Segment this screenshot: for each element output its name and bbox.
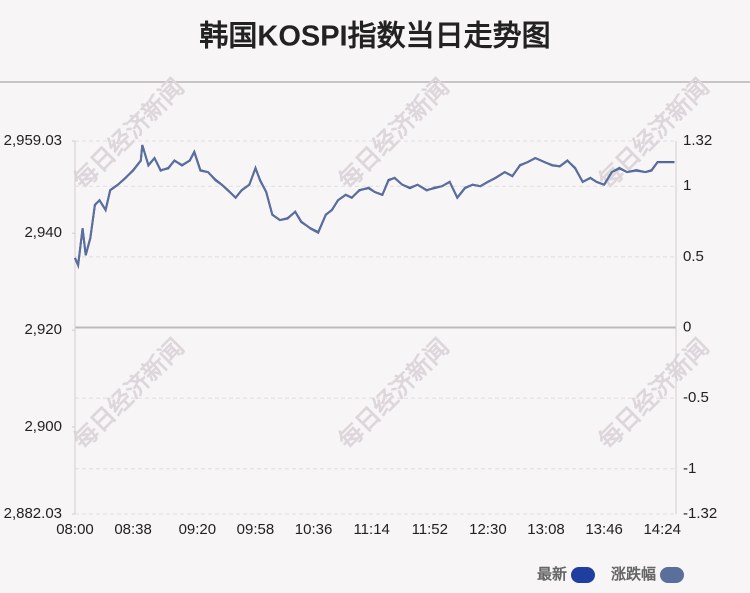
- legend-label: 涨跌幅: [611, 565, 656, 583]
- x-tick-label: 11:14: [353, 521, 389, 538]
- x-tick-label: 10:36: [295, 521, 333, 538]
- y-tick-label: 2,882.03: [4, 505, 62, 522]
- chart-title: 韩国KOSPI指数当日走势图: [199, 20, 550, 53]
- y-tick-label: 2,920: [24, 321, 62, 338]
- x-tick-label: 09:20: [179, 521, 217, 538]
- x-tick-label: 09:58: [237, 521, 275, 538]
- y2-tick-label: 0: [683, 318, 691, 335]
- legend-swatch: [660, 567, 684, 583]
- x-tick-label: 13:08: [527, 521, 565, 538]
- data-line: [74, 144, 675, 270]
- legend-label: 最新: [537, 565, 567, 583]
- x-tick-label: 08:00: [56, 521, 94, 538]
- y-tick-label: 2,959.03: [4, 132, 62, 149]
- legend-swatch: [570, 567, 595, 583]
- x-tick-label: 08:38: [114, 521, 152, 538]
- y2-tick-label: 1.32: [683, 132, 712, 149]
- x-tick-label: 12:30: [469, 521, 507, 538]
- y2-tick-label: -1.32: [683, 505, 717, 522]
- y-tick-label: 2,900: [24, 418, 62, 435]
- x-tick-label: 11:52: [412, 521, 448, 538]
- y-tick-label: 2,940: [24, 224, 62, 241]
- y2-tick-label: -1: [683, 460, 696, 477]
- y2-tick-label: 0.5: [683, 248, 704, 265]
- y2-tick-label: -0.5: [683, 389, 709, 406]
- y2-tick-label: 1: [683, 177, 691, 194]
- x-tick-label: 13:46: [585, 521, 623, 538]
- x-tick-label: 14:24: [643, 521, 681, 538]
